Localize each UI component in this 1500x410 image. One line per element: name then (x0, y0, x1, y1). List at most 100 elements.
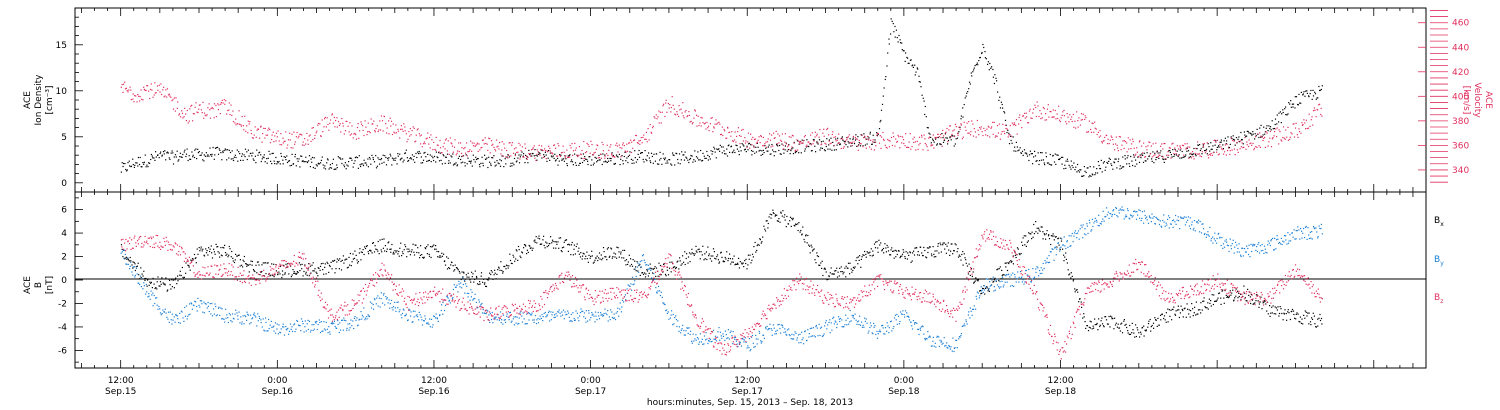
data-point (1011, 135, 1013, 137)
data-point (351, 125, 353, 127)
data-point (184, 306, 186, 309)
data-point (346, 164, 348, 166)
data-point (278, 271, 280, 273)
data-point (917, 254, 919, 256)
data-point (290, 276, 292, 278)
data-point (166, 152, 168, 154)
data-point (273, 325, 275, 327)
data-point (371, 252, 373, 254)
data-point (1248, 145, 1250, 148)
data-point (1014, 146, 1016, 148)
data-point (226, 113, 228, 115)
data-point (1004, 119, 1007, 121)
data-point (671, 261, 673, 263)
data-point (937, 245, 939, 247)
data-point (611, 153, 613, 155)
data-point (223, 318, 225, 320)
data-point (1164, 319, 1166, 321)
data-point (1033, 156, 1035, 158)
data-point (515, 147, 517, 149)
data-point (1175, 310, 1177, 312)
data-point (901, 49, 903, 51)
data-point (1194, 306, 1196, 308)
data-point (973, 282, 975, 284)
data-point (134, 95, 136, 97)
data-point (1265, 303, 1267, 305)
data-point (512, 162, 514, 164)
data-point (147, 85, 149, 87)
data-point (146, 285, 148, 287)
data-point (1048, 163, 1050, 165)
data-point (201, 152, 203, 154)
data-point (341, 259, 343, 261)
data-point (341, 162, 343, 165)
data-point (402, 130, 404, 132)
data-point (1194, 152, 1196, 154)
data-point (1222, 144, 1224, 146)
data-point (1097, 161, 1099, 163)
data-point (1140, 331, 1142, 333)
data-point (984, 57, 986, 59)
data-point (460, 162, 462, 164)
data-point (417, 316, 419, 318)
data-point (624, 151, 626, 153)
data-point (1079, 169, 1081, 171)
data-point (255, 316, 257, 318)
data-point (353, 257, 356, 259)
data-point (304, 320, 306, 322)
data-point (155, 156, 157, 158)
data-point (429, 246, 432, 248)
data-point (1258, 303, 1260, 305)
data-point (561, 151, 563, 154)
data-point (771, 214, 773, 216)
data-point (291, 326, 293, 328)
data-point (284, 272, 286, 274)
data-point (1081, 175, 1083, 177)
data-point (1252, 142, 1254, 144)
data-point (848, 142, 850, 144)
data-point (265, 134, 267, 136)
data-point (815, 151, 817, 153)
data-point (452, 153, 454, 155)
data-point (271, 134, 273, 136)
data-point (1174, 148, 1176, 151)
data-point (512, 152, 515, 154)
data-point (603, 313, 605, 315)
data-point (1116, 167, 1118, 169)
data-point (999, 138, 1001, 140)
data-point (401, 312, 404, 315)
data-point (1281, 113, 1283, 115)
data-point (531, 155, 533, 157)
data-point (664, 159, 666, 161)
data-point (210, 154, 212, 156)
data-point (327, 123, 329, 126)
data-point (960, 115, 962, 117)
data-point (701, 254, 703, 256)
data-point (415, 315, 417, 317)
data-point (1306, 90, 1308, 92)
data-point (222, 246, 224, 249)
data-point (1171, 156, 1173, 158)
data-point (482, 309, 484, 311)
data-point (435, 313, 437, 315)
data-point (1068, 164, 1070, 166)
data-point (155, 287, 157, 289)
data-point (558, 247, 560, 249)
data-point (543, 244, 545, 247)
data-point (1057, 238, 1059, 240)
data-point (1128, 148, 1130, 150)
data-point (352, 166, 354, 168)
data-point (704, 258, 706, 260)
data-point (965, 95, 967, 97)
data-point (1206, 307, 1208, 309)
data-point (761, 241, 763, 243)
data-point (948, 249, 950, 251)
data-point (1057, 154, 1059, 156)
data-point (880, 147, 882, 149)
data-point (130, 261, 132, 263)
data-point (181, 311, 183, 313)
data-point (324, 116, 326, 118)
data-point (231, 150, 233, 152)
data-point (955, 126, 957, 128)
data-point (663, 263, 665, 266)
